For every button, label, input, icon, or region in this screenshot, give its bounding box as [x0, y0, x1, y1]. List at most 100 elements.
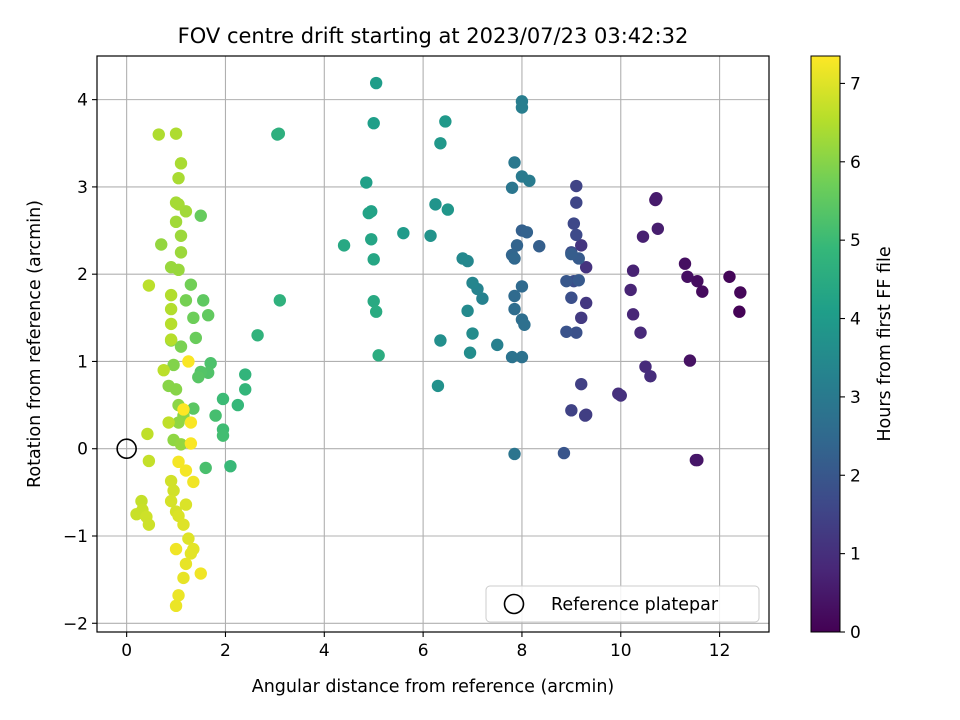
data-point — [142, 454, 156, 468]
data-point — [273, 294, 287, 307]
data-point — [508, 156, 521, 169]
data-point — [565, 247, 578, 261]
data-point — [691, 274, 704, 288]
data-point — [424, 229, 437, 242]
data-point — [164, 317, 178, 331]
data-point — [231, 398, 245, 412]
data-point — [505, 181, 519, 194]
data-point — [466, 327, 479, 340]
data-point — [216, 392, 230, 406]
data-point — [172, 171, 185, 185]
data-point — [579, 296, 593, 310]
data-point — [174, 340, 188, 353]
data-point — [429, 198, 442, 211]
data-point — [518, 318, 531, 331]
data-point — [172, 455, 185, 469]
data-point — [164, 302, 178, 316]
data-point — [733, 305, 746, 318]
colorbar-tick-label: 0 — [850, 623, 861, 643]
data-point — [510, 239, 524, 252]
colorbar-tick-label: 4 — [850, 310, 861, 330]
data-point — [508, 447, 521, 461]
data-point — [194, 567, 207, 580]
colorbar — [810, 55, 841, 633]
data-point — [179, 294, 193, 307]
data-point — [644, 370, 657, 383]
data-point — [505, 350, 519, 364]
x-tick-label: 12 — [709, 641, 731, 661]
data-point — [515, 280, 529, 293]
reference-marker — [116, 438, 137, 460]
data-point — [367, 295, 380, 308]
data-point — [130, 507, 143, 521]
data-point — [189, 331, 203, 345]
data-point — [187, 475, 200, 489]
x-tick-label: 2 — [220, 641, 231, 661]
data-point — [187, 402, 200, 415]
data-point — [177, 571, 190, 585]
data-point — [508, 289, 521, 303]
data-point — [224, 459, 237, 473]
data-point — [434, 137, 447, 150]
data-point — [251, 329, 264, 342]
data-point — [164, 474, 178, 488]
colorbar-tick-label: 2 — [850, 466, 861, 486]
data-point — [164, 494, 178, 508]
data-points — [130, 76, 747, 613]
data-point — [209, 409, 222, 422]
data-point — [179, 464, 193, 477]
data-point — [169, 196, 183, 209]
data-point — [515, 101, 529, 114]
data-point — [367, 117, 380, 130]
data-point — [184, 547, 198, 560]
grid-horizontal-lines — [97, 99, 769, 624]
data-point — [201, 309, 215, 322]
data-point — [169, 383, 183, 396]
data-point — [141, 427, 154, 441]
data-point — [152, 128, 165, 141]
data-point — [169, 542, 183, 556]
data-point — [360, 176, 373, 189]
y-tick-label: −2 — [63, 614, 88, 634]
data-point — [216, 429, 230, 442]
data-point — [239, 383, 252, 396]
data-point — [162, 416, 175, 429]
data-point — [696, 285, 709, 298]
y-tick-label: 3 — [77, 178, 88, 198]
colorbar-tick-label: 3 — [850, 388, 861, 408]
x-axis-label: Angular distance from reference (arcmin) — [252, 677, 615, 697]
data-point — [678, 257, 692, 270]
x-tick-label: 8 — [517, 641, 528, 661]
data-point — [624, 283, 637, 297]
data-point — [179, 498, 193, 511]
data-point — [508, 302, 521, 316]
y-axis-ticks: −2 −1 0 1 2 3 4 — [63, 91, 97, 634]
data-point — [167, 358, 180, 372]
data-point — [174, 246, 188, 259]
data-point — [441, 203, 455, 216]
chart-title: FOV centre drift starting at 2023/07/23 … — [178, 24, 689, 48]
data-point — [634, 326, 647, 339]
x-tick-label: 6 — [418, 641, 429, 661]
data-point — [362, 206, 375, 220]
data-point — [184, 437, 198, 450]
data-point — [169, 215, 183, 229]
data-point — [689, 453, 703, 467]
data-point — [560, 274, 573, 288]
data-point — [461, 304, 474, 318]
data-point — [434, 334, 447, 347]
data-point — [155, 238, 168, 251]
data-point — [614, 389, 627, 402]
data-point — [456, 252, 469, 265]
data-point — [466, 276, 479, 290]
data-point — [164, 333, 178, 346]
data-point — [636, 230, 650, 243]
data-point — [172, 416, 185, 429]
y-tick-label: 4 — [77, 91, 88, 111]
data-point — [626, 308, 640, 321]
data-point — [557, 446, 571, 460]
data-point — [169, 599, 183, 613]
data-point — [570, 228, 583, 242]
colorbar-tick-label: 7 — [850, 74, 861, 94]
colorbar-tick-label: 6 — [850, 153, 861, 173]
